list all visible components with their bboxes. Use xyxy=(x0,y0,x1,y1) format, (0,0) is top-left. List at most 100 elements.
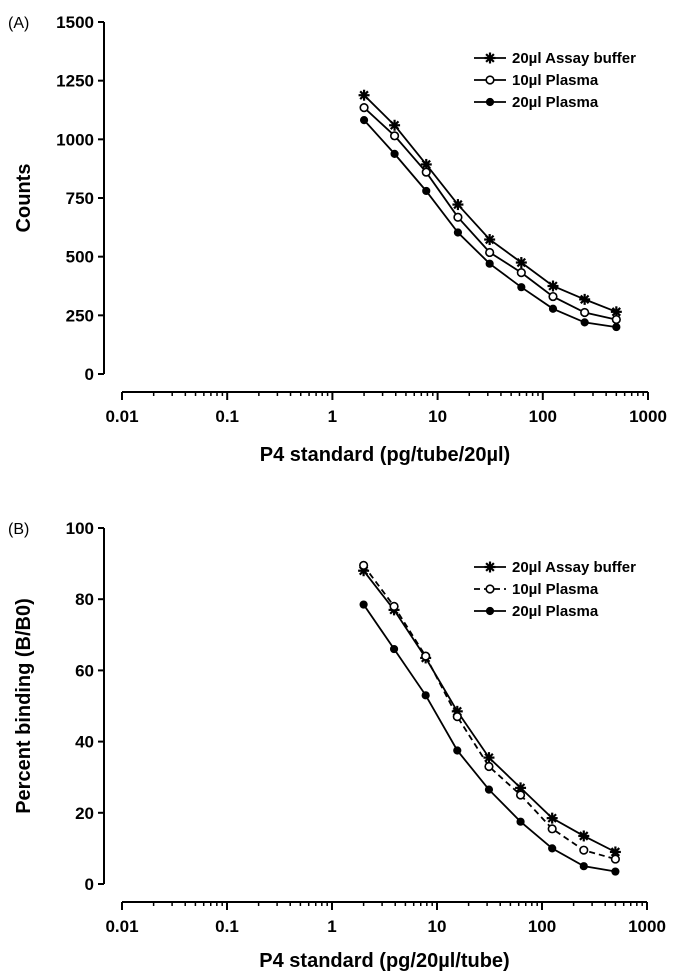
chart-0-series-1-point xyxy=(611,314,621,325)
chart-1-series-1-point xyxy=(421,651,431,661)
chart-1-legend-label-0: 20µl Assay buffer xyxy=(512,559,636,576)
chart-0-legend-label-0: 20µl Assay buffer xyxy=(512,50,636,67)
chart-1-series-1-line xyxy=(362,564,616,860)
chart-0-x-tick-label: 1000 xyxy=(629,407,667,426)
chart-1-legend: 20µl Assay buffer 10µl Plasma 20µl Plasma xyxy=(474,559,636,620)
chart-1-series-2-point xyxy=(389,644,399,654)
chart-1-series-1-point xyxy=(547,824,557,834)
chart-0-series-2-point xyxy=(390,149,399,158)
chart-0-series-0-line xyxy=(363,94,617,313)
chart-0-y-tick-label: 1000 xyxy=(56,130,94,149)
chart-0-legend-marker-1 xyxy=(485,75,495,85)
chart-1-series-1-point xyxy=(389,601,399,611)
chart-1-y-tick-label: 20 xyxy=(75,804,94,823)
chart-0-series-0-point xyxy=(452,199,464,211)
chart-0-y-tick-label: 1500 xyxy=(56,13,94,32)
chart-0-series-0-point xyxy=(579,293,591,305)
chart-1-x-tick-label: 100 xyxy=(528,917,556,936)
chart-1-series-0-point xyxy=(578,830,590,842)
chart-0-series-0-point xyxy=(358,89,370,101)
chart-1-series-1-point xyxy=(452,712,462,722)
chart-0-y-tick-label: 500 xyxy=(66,248,94,267)
chart-0-series-0-point xyxy=(484,234,496,246)
chart-1-series-2-point xyxy=(516,817,525,826)
chart-1-panel-label: (B) xyxy=(8,521,29,538)
chart-1-series-0-point xyxy=(546,812,558,824)
chart-1-x-tick-label: 0.01 xyxy=(105,917,138,936)
chart-0-series-1-point xyxy=(516,268,526,278)
chart-0-series-0 xyxy=(358,89,622,318)
chart-1-series-2-point xyxy=(579,862,588,871)
chart-0-x-tick-label: 0.1 xyxy=(215,407,239,426)
chart-1-x-axis-title: P4 standard (pg/20µl/tube) xyxy=(259,950,509,971)
chart-1-series-2-point xyxy=(421,691,430,700)
chart-1-y-tick-label: 0 xyxy=(85,875,94,894)
chart-0-series-1-point xyxy=(389,131,400,141)
chart-1-series-2-point xyxy=(484,785,494,794)
chart-0-y-tick-label: 1250 xyxy=(56,72,94,91)
chart-0-legend-label-1: 10µl Plasma xyxy=(512,72,599,89)
chart-0-series-1-point xyxy=(359,103,369,113)
chart-1-y-tick-label: 80 xyxy=(75,590,94,609)
chart-0-legend: 20µl Assay buffer 10µl Plasma 20µl Plasma xyxy=(474,50,636,111)
chart-0-series-2-point xyxy=(580,318,589,327)
chart-1-series-1-point xyxy=(610,854,620,864)
chart-1-series-2 xyxy=(359,600,620,876)
chart-0-legend-marker-0 xyxy=(484,52,496,64)
chart-0-x-axis-title: P4 standard (pg/tube/20µl) xyxy=(260,444,510,466)
chart-0-x-tick-label: 100 xyxy=(529,407,557,426)
chart-0-y-axis-title: Counts xyxy=(13,164,35,233)
chart-0-legend-label-2: 20µl Plasma xyxy=(512,94,599,111)
chart-0-series-2-point xyxy=(612,322,621,332)
chart-1-x-tick-label: 1 xyxy=(327,917,336,936)
chart-1-legend-marker-2 xyxy=(485,606,495,616)
chart-1-series-1-point xyxy=(484,761,494,772)
chart-1-series-2-point xyxy=(611,867,620,876)
chart-1-series-2-point xyxy=(359,600,368,609)
chart-1-x-tick-label: 1000 xyxy=(628,917,666,936)
chart-0-series-2-point xyxy=(453,228,463,237)
chart-1-series-0-point xyxy=(515,782,527,794)
chart-0-series-1 xyxy=(359,103,621,325)
chart-1-y-axis-title: Percent binding (B/B0) xyxy=(13,598,35,814)
chart-0-series-1-point xyxy=(485,247,495,258)
chart-0-x-tick-label: 1 xyxy=(328,407,337,426)
chart-1-legend-label-2: 20µl Plasma xyxy=(512,603,599,620)
chart-0-series-2-point xyxy=(359,115,369,125)
chart-0-series-1-point xyxy=(548,291,558,302)
chart-0-series-1-point xyxy=(453,212,463,222)
chart-1-legend-marker-0 xyxy=(484,561,496,573)
chart-0-series-2-point xyxy=(517,283,526,292)
chart-0-panel-label: (A) xyxy=(8,15,29,32)
chart-0-series-2-point xyxy=(485,259,494,268)
chart-b-svg: (B) 0 20 40 60 80 100 0.01 0.1 1 10 100 1000 P4 stand… xyxy=(8,519,666,972)
chart-1-y-tick-label: 40 xyxy=(75,733,94,752)
chart-0-series-1-point xyxy=(580,307,590,318)
chart-1-legend-label-1: 10µl Plasma xyxy=(512,581,599,598)
chart-0-y-tick-label: 0 xyxy=(85,365,94,384)
chart-0-series-2-point xyxy=(422,186,431,196)
chart-1-series-2-point xyxy=(453,746,462,755)
chart-0-series-0-point xyxy=(389,119,401,131)
chart-panel-a: (A) 0 250 500 750 1000 1250 1500 0.01 0.1 1 10 100 10… xyxy=(0,0,695,485)
chart-0-x-tick-label: 10 xyxy=(428,407,447,426)
chart-1-y-tick-label: 60 xyxy=(75,661,94,680)
chart-0-series-0-point xyxy=(547,280,559,292)
chart-1-series-1-point xyxy=(515,790,526,800)
chart-1-y-tick-label: 100 xyxy=(66,519,94,538)
chart-1-series-1-point xyxy=(579,845,589,855)
chart-0-series-1-point xyxy=(421,167,431,177)
chart-a-svg: (A) 0 250 500 750 1000 1250 1500 0.01 0.1 1 10 100 10… xyxy=(8,13,667,466)
chart-0-series-0-point xyxy=(420,158,432,170)
chart-1-series-0-point xyxy=(483,752,495,764)
chart-1-x-tick-label: 0.1 xyxy=(215,917,239,936)
chart-0-x-tick-label: 0.01 xyxy=(105,407,138,426)
chart-1-legend-marker-1 xyxy=(485,584,495,594)
chart-0-y-tick-label: 750 xyxy=(66,189,94,208)
chart-1-series-1 xyxy=(359,560,620,864)
chart-0-legend-marker-2 xyxy=(485,97,495,107)
chart-0-y-tick-label: 250 xyxy=(66,306,94,325)
chart-0-series-1-line xyxy=(363,107,617,321)
chart-1-series-2-point xyxy=(548,844,557,853)
chart-1-x-tick-label: 10 xyxy=(428,917,447,936)
